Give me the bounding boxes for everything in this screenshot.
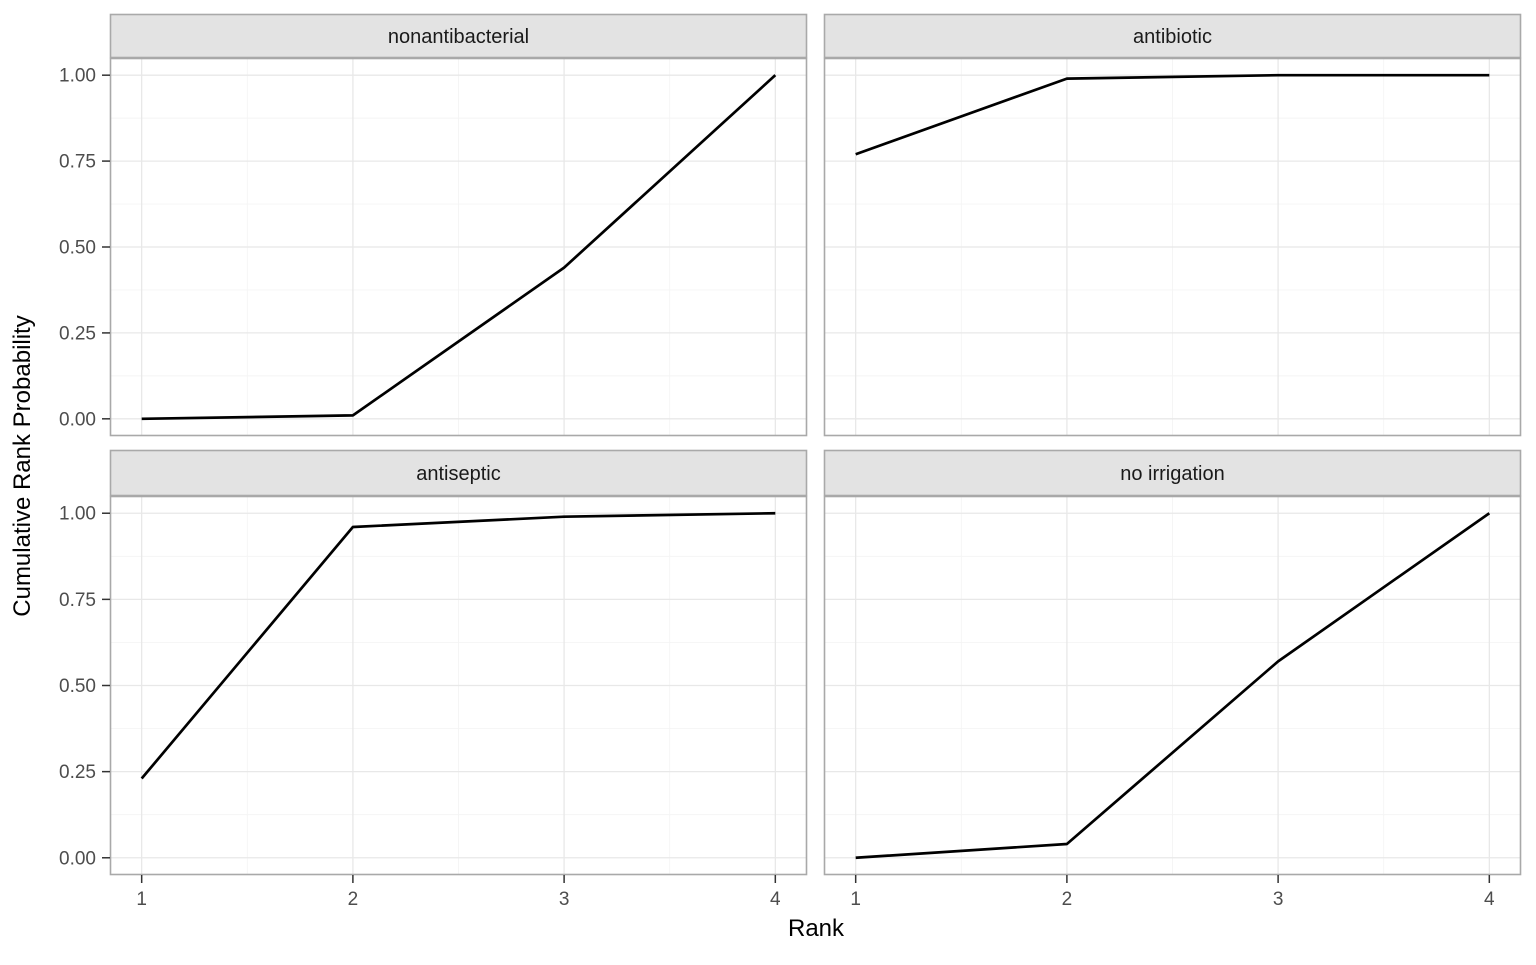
panel-border [109, 57, 808, 437]
x-tick-label: 2 [1062, 889, 1073, 910]
panel-border [823, 495, 1522, 876]
x-tick-label: 3 [1273, 889, 1284, 910]
x-tick-label: 2 [348, 889, 359, 910]
facet-strip-label: no irrigation [1120, 463, 1225, 485]
facet-strip-antibiotic: antibiotic [823, 13, 1522, 59]
y-tick-label: 1.00 [59, 504, 96, 525]
facet-strip-no-irrigation: no irrigation [823, 449, 1522, 497]
series-line-antibiotic [855, 73, 1490, 156]
facet-strip-nonantibacterial: nonantibacterial [109, 13, 808, 59]
facet-strip-label: nonantibacterial [388, 26, 529, 48]
facet-strip-label: antiseptic [416, 463, 501, 485]
y-tick-label: 0.00 [59, 409, 96, 430]
series-line-no-irrigation [855, 512, 1491, 860]
series-line-antiseptic [140, 511, 776, 780]
y-tick-label: 0.00 [59, 848, 96, 869]
x-tick-label: 3 [559, 889, 570, 910]
y-tick-label: 0.75 [59, 590, 96, 611]
panel-border [823, 57, 1522, 437]
series-line-nonantibacterial [141, 74, 777, 421]
y-axis-title: Cumulative Rank Probability [9, 315, 36, 616]
y-tick-label: 0.25 [59, 323, 96, 344]
y-tick-label: 0.25 [59, 762, 96, 783]
x-tick-label: 4 [1484, 889, 1495, 910]
x-axis-title: Rank [788, 915, 845, 942]
x-tick-label: 1 [136, 889, 147, 910]
facet-strip-label: antibiotic [1133, 26, 1212, 48]
panel-border [109, 495, 808, 876]
y-tick-label: 0.50 [59, 676, 96, 697]
facet-strip-antiseptic: antiseptic [109, 449, 808, 497]
y-tick-label: 1.00 [59, 66, 96, 87]
x-tick-label: 4 [770, 889, 781, 910]
y-tick-label: 0.50 [59, 238, 96, 259]
x-tick-label: 1 [850, 889, 861, 910]
y-tick-label: 0.75 [59, 152, 96, 173]
